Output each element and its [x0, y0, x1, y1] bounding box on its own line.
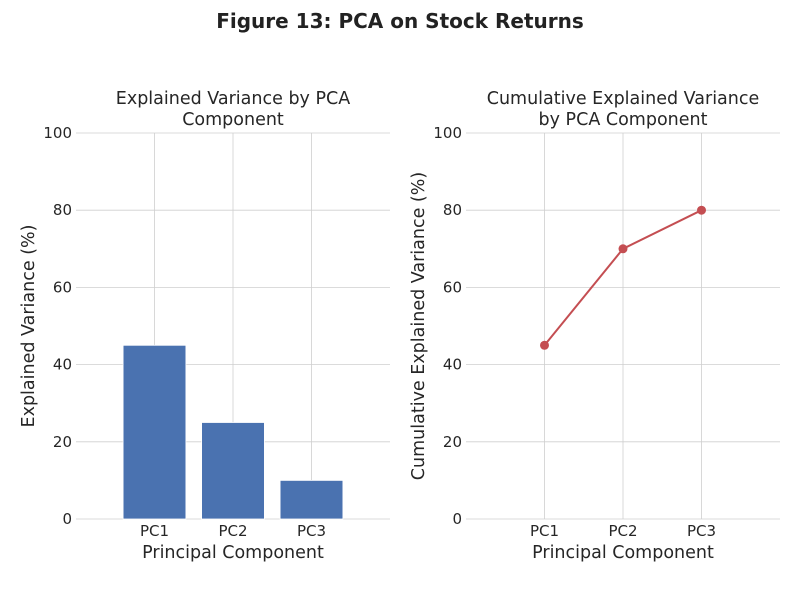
bar-chart-x-tick-label: PC3 — [297, 522, 326, 540]
bar-chart-y-tick-label: 0 — [62, 510, 72, 528]
line-chart-y-tick-label: 60 — [443, 278, 462, 296]
bar-pc3 — [279, 479, 344, 520]
bar-chart-x-tick-label: PC2 — [218, 522, 247, 540]
line-chart-x-tick-label: PC1 — [530, 522, 559, 540]
line-chart-y-tick-label: 40 — [443, 356, 462, 374]
point-pc3 — [697, 205, 706, 215]
point-pc1 — [540, 340, 549, 350]
bar-chart-x-ticks: PC1 PC2 PC3 — [140, 522, 326, 540]
figure-title: Figure 13: PCA on Stock Returns — [216, 9, 584, 33]
bar-chart-x-tick-label: PC1 — [140, 522, 169, 540]
line-chart-title-line-2: by PCA Component — [539, 110, 708, 130]
bar-chart-x-axis-label: Principal Component — [142, 543, 324, 563]
bar-chart-title-line-2: Component — [182, 110, 284, 130]
bar-pc1 — [122, 344, 187, 520]
line-chart-y-tick-label: 100 — [433, 124, 462, 142]
line-chart-grid — [466, 132, 780, 520]
bar-chart-y-tick-label: 100 — [43, 124, 72, 142]
line-chart-panel: Cumulative Explained Variance by PCA Com… — [409, 89, 780, 563]
point-pc2 — [618, 244, 628, 254]
line-chart-x-ticks: PC1 PC2 PC3 — [530, 522, 716, 540]
bar-pc2 — [201, 422, 265, 520]
line-chart-y-tick-label: 80 — [443, 201, 462, 219]
line-chart-y-tick-label: 0 — [452, 510, 462, 528]
bar-chart-y-axis-label: Explained Variance (%) — [19, 225, 39, 428]
bar-chart-panel: Explained Variance by PCA Component 0 20 4… — [19, 89, 390, 563]
line-chart-title-line-1: Cumulative Explained Variance — [487, 89, 760, 109]
bar-chart-y-tick-label: 20 — [53, 433, 72, 451]
line-chart-y-tick-label: 20 — [443, 433, 462, 451]
line-chart-x-tick-label: PC2 — [608, 522, 637, 540]
line-chart-x-axis-label: Principal Component — [532, 543, 714, 563]
bar-chart-y-tick-label: 60 — [53, 278, 72, 296]
bar-chart-bars — [122, 344, 344, 520]
line-chart-y-ticks: 0 20 40 60 80 100 — [433, 124, 462, 528]
bar-chart-y-ticks: 0 20 40 60 80 100 — [43, 124, 72, 528]
bar-chart-title-line-1: Explained Variance by PCA — [116, 89, 350, 109]
bar-chart-y-tick-label: 40 — [53, 356, 72, 374]
line-chart-x-tick-label: PC3 — [687, 522, 716, 540]
line-chart-series — [540, 205, 706, 350]
line-chart-y-axis-label: Cumulative Explained Variance (%) — [409, 172, 429, 480]
bar-chart-y-tick-label: 80 — [53, 201, 72, 219]
